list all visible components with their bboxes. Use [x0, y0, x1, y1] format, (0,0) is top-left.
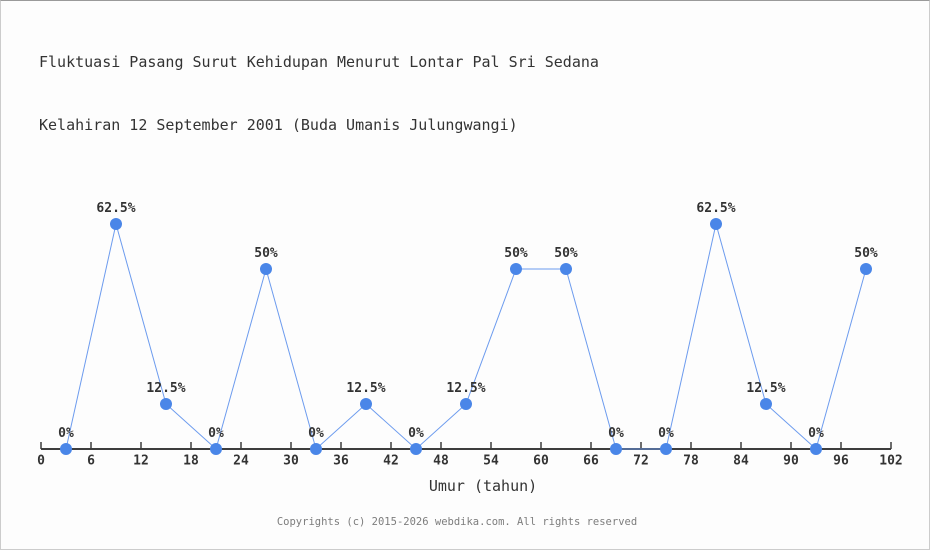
- data-point-label: 0%: [308, 426, 324, 441]
- chart-title: Fluktuasi Pasang Surut Kehidupan Menurut…: [39, 10, 599, 178]
- data-point-label: 0%: [808, 426, 824, 441]
- data-point: [660, 443, 672, 455]
- data-point-label: 62.5%: [696, 201, 735, 216]
- data-point: [710, 218, 722, 230]
- data-point: [610, 443, 622, 455]
- x-tick-label: 84: [733, 454, 749, 469]
- data-point-label: 0%: [408, 426, 424, 441]
- x-tick-label: 18: [183, 454, 199, 469]
- x-tick-label: 0: [37, 454, 45, 469]
- data-point-label: 0%: [208, 426, 224, 441]
- data-point-label: 0%: [658, 426, 674, 441]
- data-point-label: 0%: [58, 426, 74, 441]
- data-point: [460, 398, 472, 410]
- data-point-label: 12.5%: [146, 381, 185, 396]
- x-tick-label: 102: [879, 454, 902, 469]
- data-point: [310, 443, 322, 455]
- x-tick-label: 24: [233, 454, 249, 469]
- x-axis-label: Umur (tahun): [428, 477, 538, 495]
- data-point-label: 12.5%: [746, 381, 785, 396]
- data-point-label: 50%: [854, 246, 878, 261]
- x-tick-label: 6: [87, 454, 95, 469]
- data-point: [260, 263, 272, 275]
- data-point: [560, 263, 572, 275]
- data-point-label: 62.5%: [96, 201, 135, 216]
- data-point: [860, 263, 872, 275]
- x-tick-label: 36: [333, 454, 349, 469]
- data-point: [360, 398, 372, 410]
- x-tick-label: 30: [283, 454, 299, 469]
- data-point: [210, 443, 222, 455]
- data-point: [760, 398, 772, 410]
- x-tick-label: 42: [383, 454, 399, 469]
- data-point: [510, 263, 522, 275]
- chart-title-line2: Kelahiran 12 September 2001 (Buda Umanis…: [39, 116, 518, 134]
- data-point: [110, 218, 122, 230]
- data-point-label: 12.5%: [346, 381, 385, 396]
- x-tick-label: 48: [433, 454, 449, 469]
- data-point: [810, 443, 822, 455]
- x-tick-label: 96: [833, 454, 849, 469]
- data-line: [65, 223, 867, 450]
- chart-title-line1: Fluktuasi Pasang Surut Kehidupan Menurut…: [39, 53, 599, 71]
- x-tick-label: 78: [683, 454, 699, 469]
- data-point-label: 50%: [504, 246, 528, 261]
- data-point-label: 50%: [254, 246, 278, 261]
- data-point-label: 0%: [608, 426, 624, 441]
- data-point: [160, 398, 172, 410]
- x-tick-label: 60: [533, 454, 549, 469]
- x-tick-label: 72: [633, 454, 649, 469]
- data-point: [410, 443, 422, 455]
- x-tick-label: 66: [583, 454, 599, 469]
- x-tick-label: 12: [133, 454, 149, 469]
- data-point: [60, 443, 72, 455]
- x-tick-label: 54: [483, 454, 499, 469]
- data-point-label: 50%: [554, 246, 578, 261]
- x-tick-label: 90: [783, 454, 799, 469]
- copyright-text: Copyrights (c) 2015-2026 webdika.com. Al…: [276, 516, 638, 528]
- data-point-label: 12.5%: [446, 381, 485, 396]
